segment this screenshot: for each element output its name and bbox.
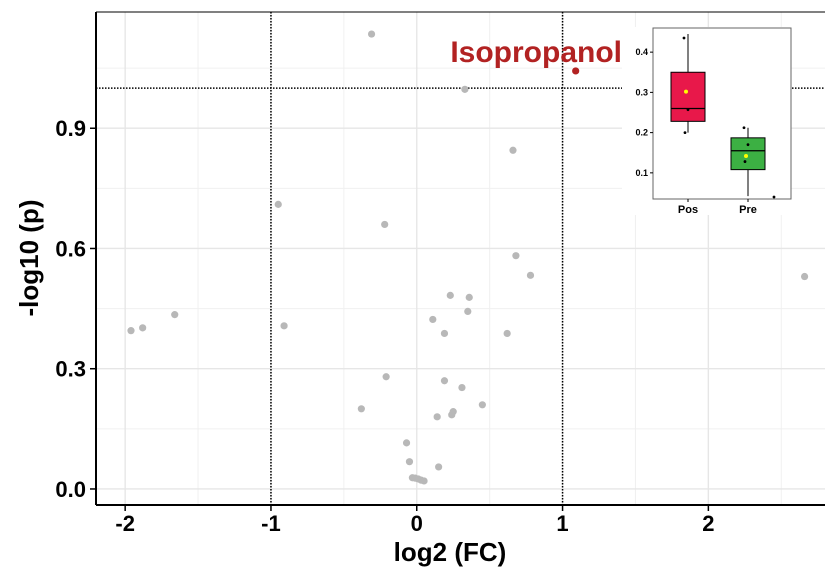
inset-point [742,126,746,130]
inset-point [772,195,776,199]
data-points [127,30,809,485]
inset-category-label: Pos [678,204,698,216]
data-point [280,322,288,330]
x-tick-label: 2 [702,511,714,536]
data-point [357,405,365,413]
data-point [435,463,443,471]
inset-y-tick-label: 0.3 [635,87,648,97]
data-point [139,324,147,332]
data-point [367,30,376,38]
x-tick-label: -1 [261,511,281,536]
inset-y-tick-label: 0.1 [635,168,648,178]
data-point [446,291,454,299]
plot-frame [95,11,825,506]
inset-point [746,143,750,147]
x-axis-title: log2 (FC) [394,537,507,567]
data-point [526,271,535,279]
data-point [458,383,466,392]
data-point [478,401,486,409]
data-point [171,311,179,319]
highlight-point [572,67,580,75]
data-point [461,85,469,93]
data-point [382,373,390,381]
data-point [503,329,511,338]
mean-marker [684,89,688,94]
y-tick-label: 0.9 [55,116,86,141]
x-tick-label: 0 [411,511,423,536]
axis-ticks: -2 -1 0 1 2 0.0 0.3 0.6 0.9 [55,116,714,536]
mean-marker [744,153,748,158]
inset-y-tick-label: 0.2 [635,128,648,138]
inset-point [683,131,687,135]
data-point [381,220,389,229]
inset-point [686,108,690,112]
data-point [127,327,135,335]
x-tick-label: -2 [115,511,135,536]
data-point [464,307,472,316]
inset-frame [652,27,792,200]
data-point [512,252,520,260]
data-point [420,477,428,485]
y-tick-label: 0.0 [55,477,86,502]
inset-point [743,160,747,163]
y-tick-label: 0.6 [55,236,86,261]
data-point [440,329,449,338]
data-point [440,377,449,385]
inset-background [622,27,791,215]
data-point [800,272,809,281]
inset-y-tick-label: 0.4 [635,47,648,57]
y-tick-label: 0.3 [55,357,86,382]
data-point [402,439,411,447]
y-axis-title: -log10 (p) [14,200,44,317]
data-point [465,293,473,301]
highlight-label: Isopropanol [450,36,622,69]
data-point [274,200,282,208]
inset-point [682,36,686,40]
box-pos [670,71,706,122]
data-point [405,458,414,466]
data-point [433,413,441,421]
inset-category-label: Pre [739,204,757,216]
data-point [429,315,437,324]
box-pre [730,137,766,171]
data-point [449,408,457,416]
data-point [509,146,517,154]
inset-boxplot: 0.1 0.2 0.3 0.4 Pos Pre [622,27,792,216]
x-tick-label: 1 [556,511,568,536]
